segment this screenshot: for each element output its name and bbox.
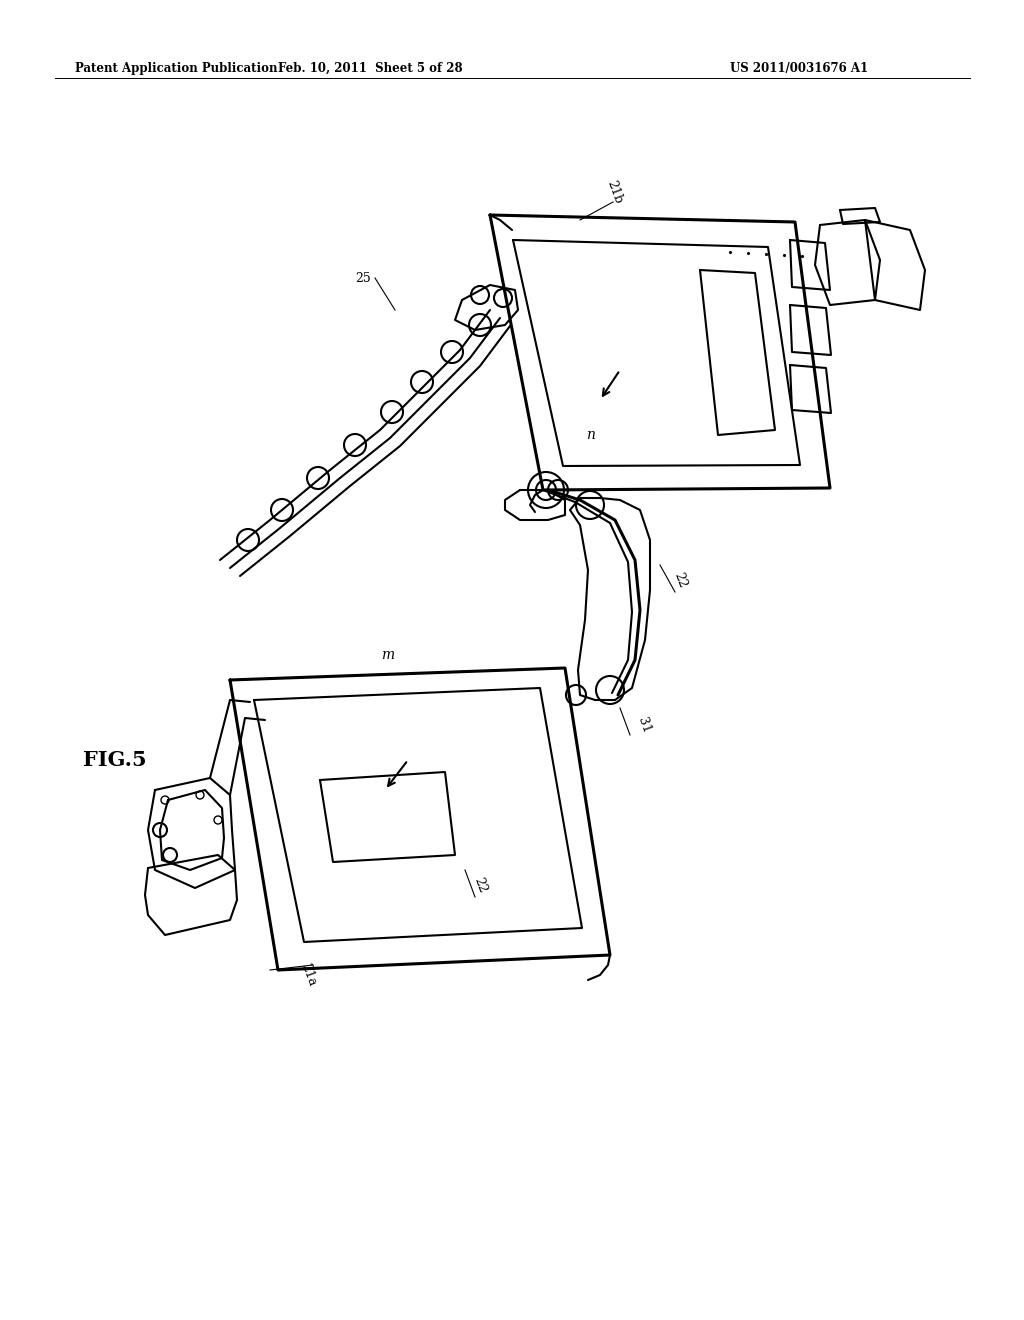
Text: 21b: 21b xyxy=(605,178,626,206)
Text: 31: 31 xyxy=(635,715,652,735)
Text: 25: 25 xyxy=(355,272,371,285)
Text: 22: 22 xyxy=(671,570,689,590)
Text: Patent Application Publication: Patent Application Publication xyxy=(75,62,278,75)
Text: n: n xyxy=(586,428,595,442)
Text: Feb. 10, 2011  Sheet 5 of 28: Feb. 10, 2011 Sheet 5 of 28 xyxy=(278,62,462,75)
Text: m: m xyxy=(381,648,394,663)
Text: 21a: 21a xyxy=(298,962,318,989)
Text: US 2011/0031676 A1: US 2011/0031676 A1 xyxy=(730,62,868,75)
Text: 22: 22 xyxy=(471,875,488,895)
Text: FIG.5: FIG.5 xyxy=(83,750,146,770)
